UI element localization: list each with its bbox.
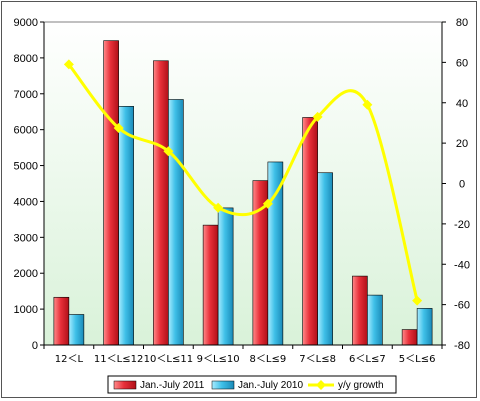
growth-point [312, 111, 323, 122]
x-tick-label: 9＜L≤10 [197, 354, 240, 365]
legend-label-growth: y/y growth [338, 380, 384, 391]
x-tick-label: 6＜L≤7 [349, 354, 386, 365]
y-tick-label: 5000 [14, 161, 38, 173]
legend-swatch-2010 [211, 380, 235, 390]
x-tick-label: 8＜L≤9 [250, 354, 287, 365]
y-tick-label: 8000 [14, 53, 38, 65]
y2-tick-label: -80 [454, 340, 470, 352]
y2-tick-label: 0 [459, 179, 465, 191]
x-tick-label: 11＜L≤12 [94, 354, 143, 365]
y-tick-label: 4000 [14, 196, 38, 208]
y-tick-label: 1000 [14, 304, 38, 316]
y2-tick-label: -60 [454, 300, 470, 312]
bar-2010 [217, 207, 234, 346]
y-tick-label: 0 [32, 340, 38, 352]
bar-2011 [153, 60, 169, 346]
y-tick-label: 9000 [14, 17, 38, 29]
bar-2010 [168, 99, 184, 346]
legend: Jan.-July 2011 Jan.-July 2010 y/y growth [107, 375, 397, 394]
bar-2011 [202, 224, 219, 346]
x-tick-label: 10＜L≤11 [144, 354, 193, 365]
y-tick-label: 3000 [14, 232, 38, 244]
y-tick-label: 7000 [14, 89, 38, 101]
y-tick-label: 2000 [14, 268, 38, 280]
bar-2010 [68, 314, 85, 346]
axes-layer: 0 1000 2000 3000 4000 5000 6000 7000 8000 9000 -80… [14, 17, 470, 365]
y2-tick-label: 80 [456, 17, 468, 29]
growth-point [412, 295, 423, 306]
y2-tick-label: 20 [456, 138, 468, 150]
bar-2010 [267, 161, 284, 346]
bars-layer [53, 40, 433, 346]
bar-2011 [401, 329, 418, 346]
bar-2011 [302, 117, 318, 346]
legend-label-2011: Jan.-July 2011 [140, 380, 205, 391]
bar-2011 [53, 296, 70, 346]
bar-2010 [118, 106, 134, 346]
legend-box [107, 375, 397, 394]
y2-tick-label: -20 [454, 219, 470, 231]
growth-point [262, 198, 273, 209]
growth-point [213, 202, 224, 213]
legend-swatch-growth-marker [316, 380, 326, 390]
legend-label-2010: Jan.-July 2010 [238, 380, 303, 391]
bar-2011 [352, 275, 368, 346]
growth-point [362, 99, 373, 110]
y-tick-label: 6000 [14, 125, 38, 137]
bar-2010 [317, 172, 333, 346]
growth-point [113, 122, 124, 133]
y2-tick-label: 60 [456, 57, 468, 69]
bar-2011 [103, 40, 119, 346]
growth-line-layer [63, 59, 423, 306]
y2-tick-label: -40 [454, 259, 470, 271]
growth-point [163, 146, 174, 157]
x-tick-label: 5＜L≤6 [399, 354, 436, 365]
y2-tick-label: 40 [456, 98, 468, 110]
legend-swatch-2011 [113, 380, 137, 390]
x-tick-label: 7＜L≤8 [299, 354, 336, 365]
growth-point [63, 59, 74, 70]
bar-2010 [367, 294, 383, 346]
bar-2010 [416, 308, 433, 346]
x-tick-label: 12＜L [55, 354, 84, 365]
